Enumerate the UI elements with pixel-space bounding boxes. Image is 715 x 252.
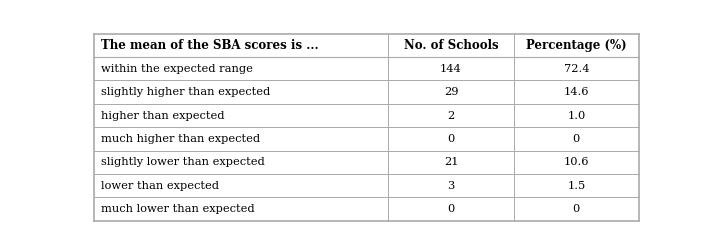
Text: The mean of the SBA scores is ...: The mean of the SBA scores is ... — [101, 39, 319, 52]
Bar — [513, 127, 639, 151]
Text: 1.0: 1.0 — [567, 111, 586, 120]
Bar — [513, 104, 639, 127]
Text: 0: 0 — [448, 204, 455, 214]
Text: 3: 3 — [448, 181, 455, 191]
Text: slightly lower than expected: slightly lower than expected — [101, 157, 265, 167]
Text: within the expected range: within the expected range — [101, 64, 253, 74]
Bar — [513, 151, 639, 174]
Text: 0: 0 — [573, 204, 580, 214]
Bar — [94, 57, 388, 80]
Bar — [94, 80, 388, 104]
Bar — [513, 174, 639, 197]
Text: No. of Schools: No. of Schools — [404, 39, 498, 52]
Bar — [94, 151, 388, 174]
Text: 0: 0 — [448, 134, 455, 144]
Text: lower than expected: lower than expected — [101, 181, 219, 191]
Text: 2: 2 — [448, 111, 455, 120]
Text: 21: 21 — [444, 157, 458, 167]
Bar — [388, 80, 513, 104]
Text: 29: 29 — [444, 87, 458, 97]
Bar — [94, 34, 388, 57]
Text: higher than expected: higher than expected — [101, 111, 225, 120]
Bar — [513, 80, 639, 104]
Text: much lower than expected: much lower than expected — [101, 204, 255, 214]
Text: 10.6: 10.6 — [563, 157, 589, 167]
Bar — [388, 104, 513, 127]
Bar — [388, 174, 513, 197]
Bar — [513, 57, 639, 80]
Bar — [388, 57, 513, 80]
Bar — [94, 104, 388, 127]
Text: 144: 144 — [440, 64, 462, 74]
Text: slightly higher than expected: slightly higher than expected — [101, 87, 270, 97]
Bar — [388, 197, 513, 221]
Text: 14.6: 14.6 — [563, 87, 589, 97]
Bar — [94, 174, 388, 197]
Bar — [513, 34, 639, 57]
Text: Percentage (%): Percentage (%) — [526, 39, 626, 52]
Bar — [94, 197, 388, 221]
Text: 1.5: 1.5 — [567, 181, 586, 191]
Bar — [388, 151, 513, 174]
Bar — [388, 34, 513, 57]
Bar — [94, 127, 388, 151]
Text: much higher than expected: much higher than expected — [101, 134, 260, 144]
Text: 72.4: 72.4 — [563, 64, 589, 74]
Bar — [388, 127, 513, 151]
Bar — [513, 197, 639, 221]
Text: 0: 0 — [573, 134, 580, 144]
